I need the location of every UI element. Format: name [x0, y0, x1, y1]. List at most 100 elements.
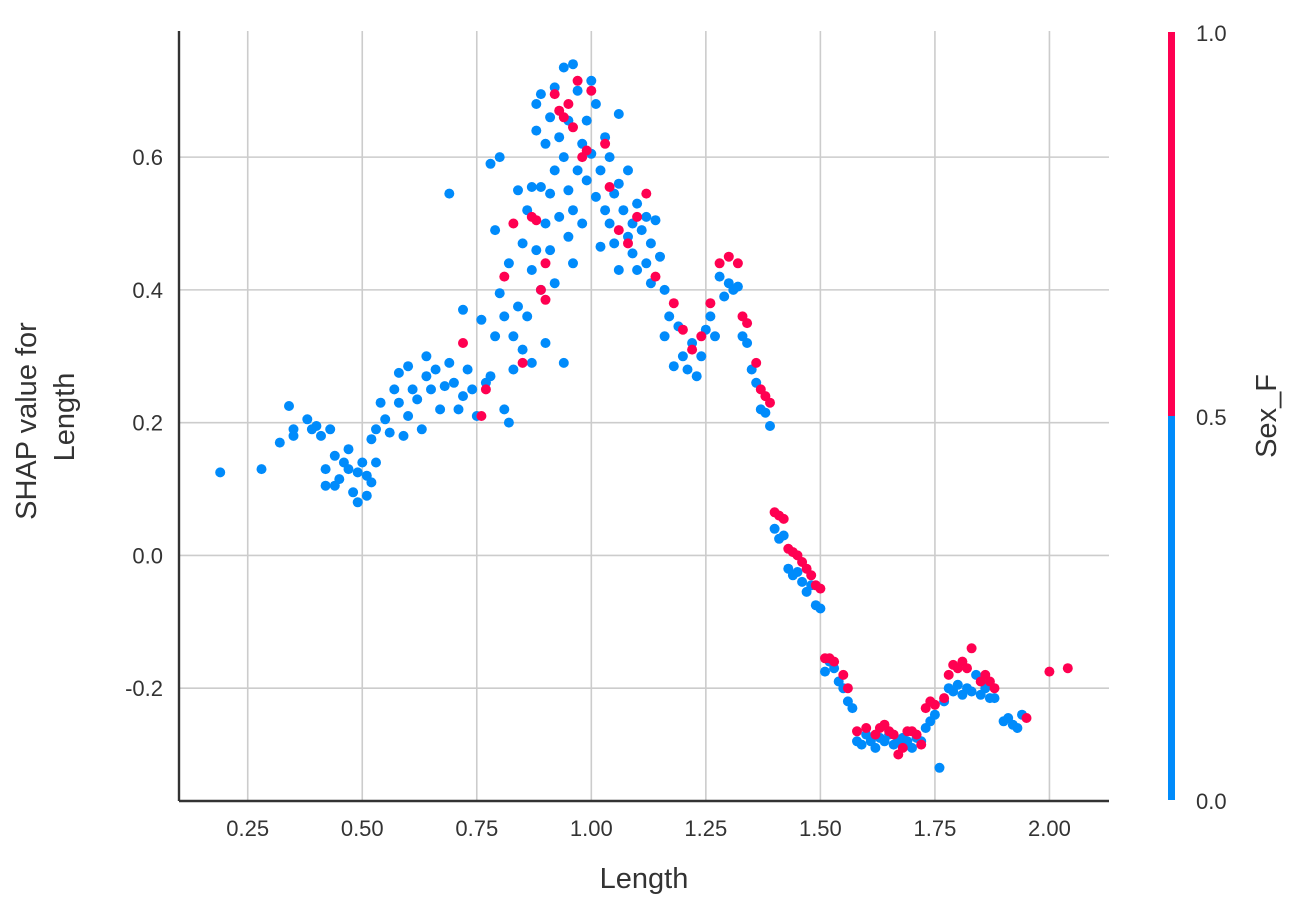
data-point — [677, 324, 688, 335]
data-point — [962, 663, 972, 674]
data-point — [888, 729, 899, 740]
data-point — [549, 165, 560, 176]
data-point — [682, 364, 693, 375]
data-point — [416, 424, 427, 435]
data-point — [558, 152, 569, 163]
data-point — [934, 762, 945, 773]
data-point — [517, 357, 528, 368]
data-point — [989, 683, 1000, 694]
data-point — [485, 158, 496, 169]
data-point — [778, 530, 789, 541]
data-point — [545, 188, 556, 199]
data-point — [494, 152, 505, 163]
data-point — [334, 474, 345, 485]
data-point — [659, 331, 670, 342]
data-point — [540, 218, 551, 229]
data-point — [668, 298, 679, 309]
data-point — [806, 570, 817, 581]
data-point — [714, 271, 725, 282]
data-point — [705, 311, 716, 322]
data-point — [513, 185, 523, 196]
data-point — [636, 225, 647, 236]
data-point — [632, 265, 643, 275]
data-point — [563, 185, 574, 196]
data-point — [476, 411, 487, 421]
data-point — [508, 218, 519, 229]
data-point — [453, 404, 464, 415]
data-point — [691, 371, 702, 382]
data-point — [439, 381, 450, 392]
data-point — [435, 404, 446, 415]
data-point — [311, 421, 322, 431]
data-point — [526, 182, 537, 192]
data-point — [586, 85, 597, 96]
data-point — [792, 567, 803, 577]
data-point — [659, 284, 670, 295]
data-point — [380, 414, 391, 425]
data-point — [458, 391, 468, 402]
data-point — [384, 427, 395, 438]
data-point — [710, 331, 720, 342]
data-point — [430, 364, 441, 375]
data-point — [540, 258, 551, 269]
data-point — [577, 218, 588, 229]
data-point — [769, 523, 780, 534]
data-point — [623, 165, 633, 176]
data-point — [503, 417, 514, 428]
y-axis-title-line-2: Length — [49, 373, 81, 462]
data-point — [558, 112, 569, 123]
data-point — [554, 132, 565, 143]
y-tick-label: 0.0 — [132, 543, 163, 568]
data-point — [632, 211, 643, 222]
data-point — [939, 693, 950, 704]
x-tick-label: 1.25 — [684, 816, 727, 841]
data-point — [604, 152, 615, 163]
data-point — [907, 742, 917, 753]
data-point — [568, 59, 578, 70]
x-tick-label: 0.75 — [455, 816, 498, 841]
data-point — [476, 314, 487, 325]
y-axis-title: SHAP value for Length — [11, 314, 81, 520]
x-tick-label: 0.50 — [341, 816, 384, 841]
data-point — [343, 464, 354, 475]
x-tick-label: 1.00 — [570, 816, 613, 841]
data-point — [558, 357, 569, 368]
data-point — [361, 490, 372, 501]
data-point — [897, 742, 908, 753]
data-point — [732, 258, 743, 269]
data-point — [549, 278, 560, 289]
data-point — [645, 238, 656, 249]
data-point — [613, 225, 624, 236]
data-point — [554, 211, 565, 222]
data-point — [274, 437, 285, 448]
data-point — [540, 294, 551, 305]
data-point — [641, 188, 652, 199]
data-point — [732, 281, 743, 292]
data-point — [371, 424, 381, 435]
data-point — [581, 115, 592, 126]
data-point — [838, 669, 849, 680]
data-point — [655, 251, 665, 262]
scatter-points — [215, 59, 1073, 773]
data-point — [448, 377, 459, 388]
data-point — [329, 450, 340, 461]
data-point — [911, 729, 922, 740]
x-tick-label: 2.00 — [1028, 816, 1071, 841]
data-point — [302, 414, 313, 425]
data-point — [586, 75, 597, 86]
data-point — [820, 666, 830, 677]
data-point — [618, 205, 629, 216]
data-point — [943, 669, 954, 680]
data-point — [677, 351, 688, 362]
data-point — [522, 311, 533, 322]
y-tick-label: 0.4 — [132, 278, 163, 303]
data-point — [558, 62, 569, 73]
data-point — [320, 480, 331, 491]
data-point — [462, 364, 473, 375]
data-point — [742, 338, 753, 348]
data-point — [499, 311, 510, 322]
data-point — [540, 138, 551, 149]
data-point — [1012, 723, 1023, 733]
data-point — [535, 89, 546, 100]
